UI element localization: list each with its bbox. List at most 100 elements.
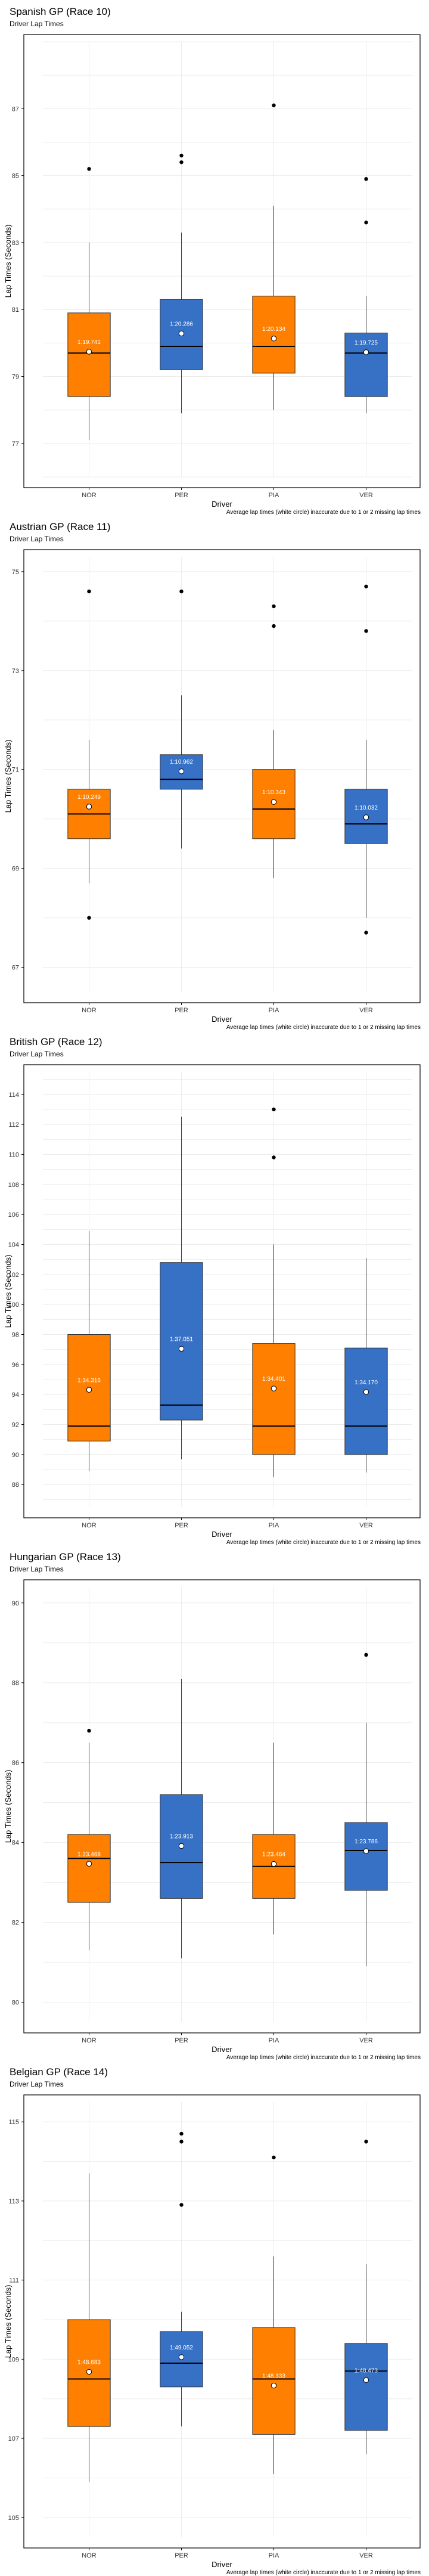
outlier-point (364, 177, 368, 181)
mean-marker (178, 1346, 185, 1352)
outlier-point (272, 2155, 276, 2160)
x-tick-label: VER (359, 492, 373, 499)
mean-marker (363, 1389, 369, 1395)
x-tick-label: PER (175, 492, 188, 499)
x-tick-label: PIA (269, 492, 279, 499)
box-nor (67, 312, 111, 397)
x-tick-label: NOR (82, 2037, 97, 2044)
chart-panel: Austrian GP (Race 11) Driver Lap Times 67 6… (0, 515, 429, 1031)
plot-frame (23, 2094, 421, 2549)
y-tick-label: 86 (12, 1760, 19, 1767)
x-tick-label: VER (359, 2552, 373, 2559)
outlier-point (179, 153, 184, 158)
y-tick-label: 106 (8, 1211, 19, 1219)
mean-label: 1:34.401 (262, 1376, 285, 1382)
outlier-point (179, 2203, 184, 2207)
x-axis-label: Driver (212, 2045, 232, 2054)
y-axis-label: Lap Times (Seconds) (4, 740, 13, 813)
y-tick-label: 73 (12, 668, 19, 675)
box-ver (344, 2343, 388, 2431)
mean-label: 1:20.286 (170, 321, 193, 327)
outlier-point (179, 160, 184, 165)
x-tick-label: VER (359, 2037, 373, 2044)
chart-title: Hungarian GP (Race 13) (10, 1551, 121, 1563)
box-per (160, 1262, 203, 1421)
y-tick-label: 112 (8, 1121, 19, 1129)
y-tick-label: 77 (12, 441, 19, 448)
chart-title: British GP (Race 12) (10, 1036, 102, 1047)
mean-marker (86, 804, 92, 810)
outlier-point (87, 1728, 91, 1733)
box-ver (344, 1822, 388, 1891)
mean-marker (86, 1861, 92, 1867)
mean-label: 1:49.052 (170, 2345, 193, 2351)
mean-label: 1:19.725 (355, 340, 378, 346)
chart-panel: British GP (Race 12) Driver Lap Times 88 90… (0, 1030, 429, 1546)
chart-panel: Belgian GP (Race 14) Driver Lap Times 105 1… (0, 2060, 429, 2576)
box-per (160, 754, 203, 790)
mean-marker (363, 2377, 369, 2383)
mean-marker (271, 336, 277, 342)
x-tick-label: PER (175, 1007, 188, 1014)
mean-marker (86, 1387, 92, 1393)
x-axis-label: Driver (212, 1015, 232, 1024)
chart-subtitle: Driver Lap Times (10, 2080, 64, 2088)
mean-label: 1:10.249 (77, 794, 101, 801)
mean-marker (178, 2354, 185, 2360)
y-tick-label: 105 (8, 2515, 19, 2522)
mean-label: 1:10.962 (170, 759, 193, 765)
box-nor (67, 1834, 111, 1903)
chart-title: Austrian GP (Race 11) (10, 521, 111, 532)
outlier-point (179, 2131, 184, 2136)
y-axis-label: Lap Times (Seconds) (4, 1770, 13, 1843)
mean-label: 1:10.343 (262, 789, 285, 796)
x-tick-label: NOR (82, 2552, 97, 2559)
mean-marker (178, 768, 185, 774)
outlier-point (364, 221, 368, 225)
outlier-point (272, 103, 276, 107)
plot-frame (23, 34, 421, 488)
box-pia (252, 1343, 296, 1455)
outlier-point (364, 1653, 368, 1657)
box-pia (252, 296, 296, 374)
mean-label: 1:23.786 (355, 1839, 378, 1845)
outlier-point (179, 589, 184, 594)
mean-label: 1:23.913 (170, 1833, 193, 1840)
mean-label: 1:19.741 (77, 339, 101, 346)
box-ver (344, 1347, 388, 1455)
y-tick-label: 96 (12, 1362, 19, 1369)
mean-marker (363, 349, 369, 355)
y-tick-label: 75 (12, 569, 19, 576)
y-tick-label: 94 (12, 1391, 19, 1399)
outlier-point (364, 629, 368, 633)
y-axis-label: Lap Times (Seconds) (4, 2285, 13, 2358)
chart-note: Average lap times (white circle) inaccur… (226, 2569, 421, 2576)
chart-note: Average lap times (white circle) inaccur… (226, 1024, 421, 1031)
mean-marker (363, 814, 369, 820)
y-tick-label: 85 (12, 173, 19, 180)
outlier-point (272, 624, 276, 628)
y-tick-label: 69 (12, 866, 19, 873)
x-tick-label: PER (175, 2552, 188, 2559)
y-tick-label: 107 (8, 2435, 19, 2442)
y-tick-label: 88 (12, 1680, 19, 1687)
outlier-point (272, 604, 276, 609)
plot-frame (23, 1579, 421, 2033)
chart-subtitle: Driver Lap Times (10, 20, 64, 28)
plot-frame (23, 549, 421, 1003)
mean-label: 1:20.134 (262, 326, 285, 333)
mean-label: 1:10.032 (355, 805, 378, 811)
x-axis-label: Driver (212, 500, 232, 509)
y-tick-label: 104 (8, 1241, 19, 1248)
y-tick-label: 87 (12, 106, 19, 113)
chart-subtitle: Driver Lap Times (10, 535, 64, 543)
y-tick-label: 110 (8, 1151, 19, 1158)
mean-marker (271, 1385, 277, 1391)
outlier-point (87, 167, 91, 171)
y-tick-label: 67 (12, 965, 19, 972)
chart-panel: Hungarian GP (Race 13) Driver Lap Times 80… (0, 1545, 429, 2061)
box-pia (252, 2327, 296, 2435)
chart-subtitle: Driver Lap Times (10, 1565, 64, 1573)
mean-label: 1:48.683 (77, 2359, 101, 2366)
